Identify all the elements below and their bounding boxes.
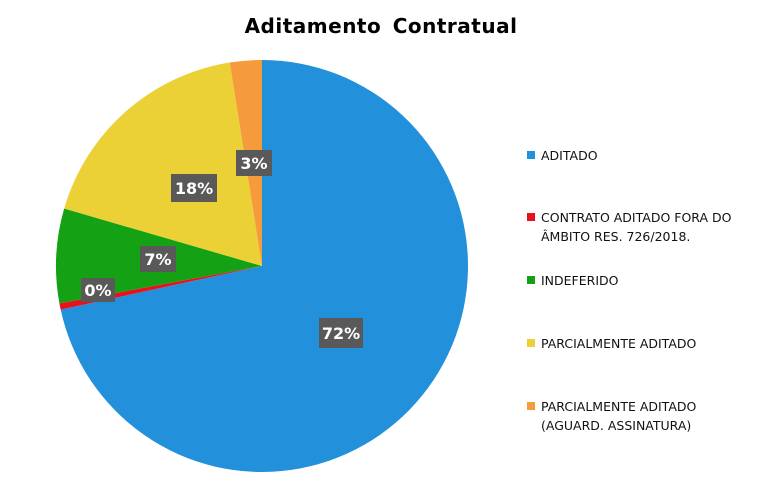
data-label-text: 18% bbox=[175, 179, 213, 198]
data-label-text: 3% bbox=[240, 154, 267, 173]
data-label-fora-ambito: 0% bbox=[81, 278, 115, 302]
data-label-box bbox=[236, 150, 272, 176]
legend-label: INDEFERIDO bbox=[541, 273, 619, 288]
legend-swatch bbox=[527, 213, 535, 221]
legend-label: PARCIALMENTE ADITADO (AGUARD. ASSINATURA… bbox=[541, 399, 697, 433]
legend-label: ADITADO bbox=[541, 148, 598, 163]
legend-swatch bbox=[527, 402, 535, 410]
data-label-text: 0% bbox=[84, 281, 111, 300]
chart-title: Aditamento Contratual bbox=[244, 14, 518, 38]
pie-slice-aditado bbox=[60, 60, 468, 472]
legend-item-indeferido: INDEFERIDO bbox=[527, 271, 741, 290]
data-label-box bbox=[140, 246, 176, 272]
legend-item-fora-ambito: CONTRATO ADITADO FORA DO ÂMBITO RES. 726… bbox=[527, 208, 741, 246]
data-label-parcialmente-aditado: 18% bbox=[171, 174, 217, 202]
pie-data-labels: 72% 0% 7% 18% 3% bbox=[81, 150, 363, 348]
pie-slices bbox=[56, 60, 468, 472]
legend-swatch bbox=[527, 276, 535, 284]
data-label-text: 72% bbox=[322, 324, 360, 343]
legend-label: CONTRATO ADITADO FORA DO ÂMBITO RES. 726… bbox=[541, 210, 732, 244]
legend-swatch bbox=[527, 151, 535, 159]
data-label-box bbox=[171, 174, 217, 202]
legend-item-parcialmente-aditado: PARCIALMENTE ADITADO bbox=[527, 334, 741, 353]
data-label-indeferido: 7% bbox=[140, 246, 176, 272]
data-label-aguard-assinatura: 3% bbox=[236, 150, 272, 176]
legend-swatch bbox=[527, 339, 535, 347]
legend-item-aguard-assinatura: PARCIALMENTE ADITADO (AGUARD. ASSINATURA… bbox=[527, 397, 741, 435]
data-label-box bbox=[81, 278, 115, 302]
data-label-aditado: 72% bbox=[319, 318, 363, 348]
legend-item-aditado: ADITADO bbox=[527, 146, 741, 165]
data-label-text: 7% bbox=[144, 250, 171, 269]
legend-label: PARCIALMENTE ADITADO bbox=[541, 336, 697, 351]
pie-slice-parcialmente-aditado bbox=[64, 62, 263, 266]
data-label-box bbox=[319, 318, 363, 348]
